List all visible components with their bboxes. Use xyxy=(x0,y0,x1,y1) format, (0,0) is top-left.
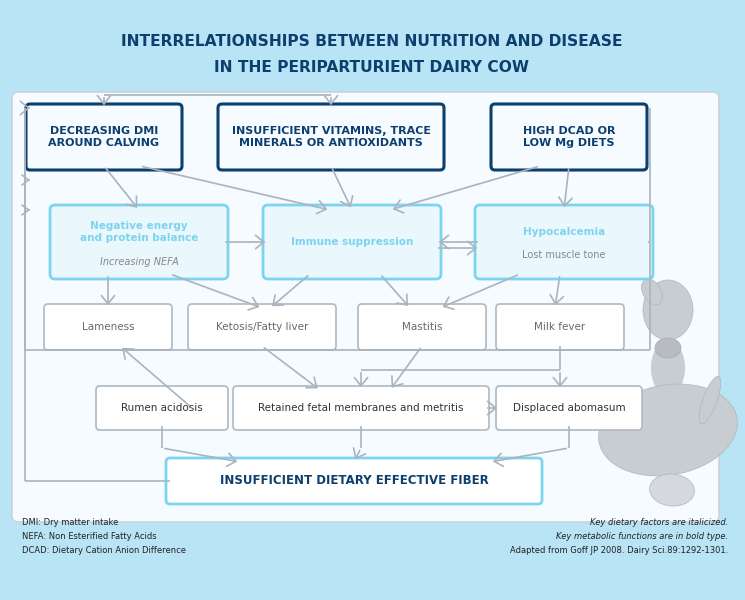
Text: Retained fetal membranes and metritis: Retained fetal membranes and metritis xyxy=(259,403,463,413)
FancyBboxPatch shape xyxy=(496,304,624,350)
FancyBboxPatch shape xyxy=(96,386,228,430)
Ellipse shape xyxy=(655,338,681,358)
Text: Lameness: Lameness xyxy=(82,322,134,332)
Ellipse shape xyxy=(650,474,694,506)
Text: Mastitis: Mastitis xyxy=(402,322,443,332)
Text: Increasing NEFA: Increasing NEFA xyxy=(100,257,178,267)
Text: Rumen acidosis: Rumen acidosis xyxy=(121,403,203,413)
FancyBboxPatch shape xyxy=(218,104,444,170)
FancyBboxPatch shape xyxy=(263,205,441,279)
Text: Key metabolic functions are in bold type.: Key metabolic functions are in bold type… xyxy=(556,532,728,541)
Ellipse shape xyxy=(599,384,738,476)
Text: Milk fever: Milk fever xyxy=(534,322,586,332)
FancyBboxPatch shape xyxy=(475,205,653,279)
Ellipse shape xyxy=(651,340,685,395)
Text: Key dietary factors are italicized.: Key dietary factors are italicized. xyxy=(589,518,728,527)
Ellipse shape xyxy=(643,280,693,340)
Text: Ketosis/Fatty liver: Ketosis/Fatty liver xyxy=(216,322,308,332)
Ellipse shape xyxy=(641,279,662,305)
FancyBboxPatch shape xyxy=(496,386,642,430)
Text: Immune suppression: Immune suppression xyxy=(291,237,413,247)
FancyBboxPatch shape xyxy=(50,205,228,279)
Text: INSUFFICIENT DIETARY EFFECTIVE FIBER: INSUFFICIENT DIETARY EFFECTIVE FIBER xyxy=(220,475,489,487)
Text: INSUFFICIENT VITAMINS, TRACE
MINERALS OR ANTIOXIDANTS: INSUFFICIENT VITAMINS, TRACE MINERALS OR… xyxy=(232,126,431,148)
Text: Hypocalcemia: Hypocalcemia xyxy=(523,227,605,237)
FancyBboxPatch shape xyxy=(26,104,182,170)
Text: Lost muscle tone: Lost muscle tone xyxy=(522,250,606,260)
Text: HIGH DCAD OR
LOW Mg DIETS: HIGH DCAD OR LOW Mg DIETS xyxy=(523,126,615,148)
FancyBboxPatch shape xyxy=(44,304,172,350)
Text: DECREASING DMI
AROUND CALVING: DECREASING DMI AROUND CALVING xyxy=(48,126,159,148)
Text: INTERRELATIONSHIPS BETWEEN NUTRITION AND DISEASE: INTERRELATIONSHIPS BETWEEN NUTRITION AND… xyxy=(121,34,623,49)
Text: NEFA: Non Esterified Fatty Acids: NEFA: Non Esterified Fatty Acids xyxy=(22,532,156,541)
Text: DCAD: Dietary Cation Anion Difference: DCAD: Dietary Cation Anion Difference xyxy=(22,546,186,555)
Text: IN THE PERIPARTURIENT DAIRY COW: IN THE PERIPARTURIENT DAIRY COW xyxy=(215,61,530,76)
FancyBboxPatch shape xyxy=(12,92,719,522)
FancyBboxPatch shape xyxy=(188,304,336,350)
Text: Displaced abomasum: Displaced abomasum xyxy=(513,403,625,413)
FancyBboxPatch shape xyxy=(233,386,489,430)
Text: DMI: Dry matter intake: DMI: Dry matter intake xyxy=(22,518,118,527)
FancyBboxPatch shape xyxy=(491,104,647,170)
FancyBboxPatch shape xyxy=(166,458,542,504)
Text: Adapted from Goff JP 2008. Dairy Sci.89:1292-1301.: Adapted from Goff JP 2008. Dairy Sci.89:… xyxy=(510,546,728,555)
FancyBboxPatch shape xyxy=(358,304,486,350)
Text: Negative energy
and protein balance: Negative energy and protein balance xyxy=(80,221,198,243)
Ellipse shape xyxy=(700,376,721,424)
